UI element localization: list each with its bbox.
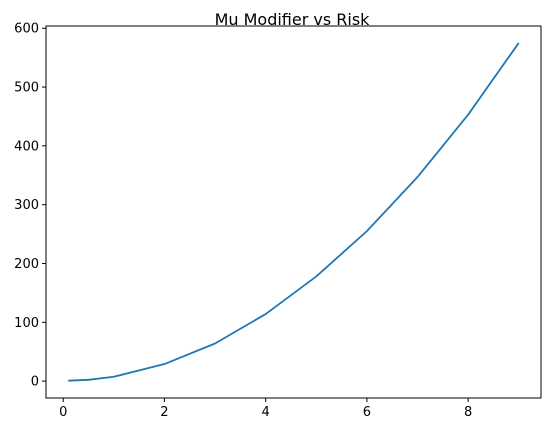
y-tick-label: 600: [14, 22, 39, 37]
y-tick-label: 200: [14, 257, 39, 272]
y-tick-label: 100: [14, 316, 39, 331]
series-line: [68, 42, 520, 382]
y-tick-label: 400: [14, 139, 39, 154]
y-axis: 0 100 200 300 400 500 600: [14, 22, 46, 390]
chart-title: Mu Modifier vs Risk: [215, 10, 371, 29]
x-tick-label: 0: [59, 405, 67, 420]
x-tick-label: 2: [160, 405, 168, 420]
x-axis: 0 2 4 6 8: [59, 398, 472, 420]
y-tick-label: 500: [14, 81, 39, 96]
x-tick-label: 6: [363, 405, 371, 420]
x-tick-label: 8: [464, 405, 472, 420]
y-tick-label: 300: [14, 198, 39, 213]
plot-area: [45, 25, 542, 399]
series-group: [68, 42, 520, 382]
y-tick-label: 0: [31, 375, 39, 390]
x-tick-label: 4: [262, 405, 270, 420]
